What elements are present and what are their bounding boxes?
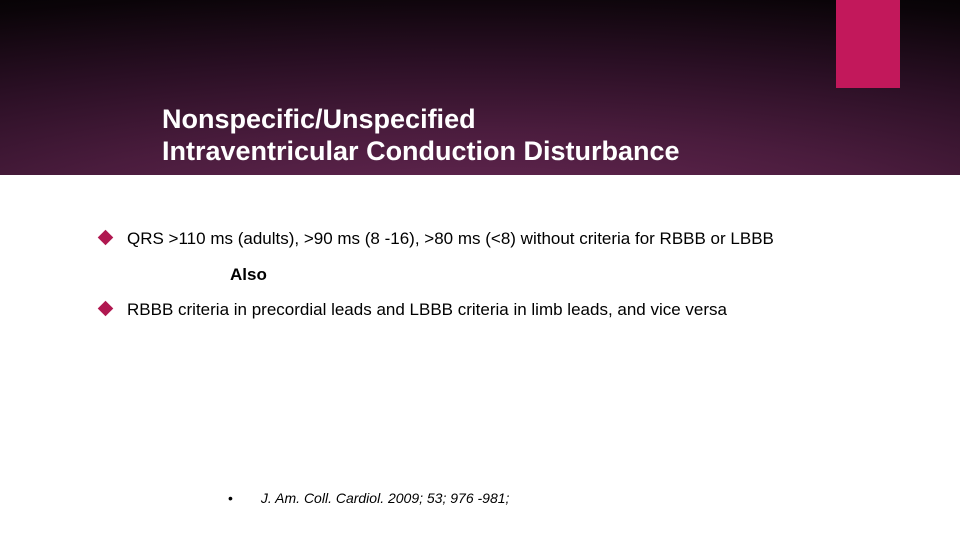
bullet-item: QRS >110 ms (adults), >90 ms (8 -16), >8… (100, 228, 900, 251)
title-line-2: Intraventricular Conduction Disturbance (162, 136, 680, 168)
bullet-text: QRS >110 ms (adults), >90 ms (8 -16), >8… (127, 228, 774, 251)
diamond-bullet-icon (98, 230, 114, 246)
also-label: Also (230, 265, 900, 285)
slide-title: Nonspecific/Unspecified Intraventricular… (162, 104, 680, 168)
citation: • J. Am. Coll. Cardiol. 2009; 53; 976 -9… (228, 490, 509, 506)
slide: Nonspecific/Unspecified Intraventricular… (0, 0, 960, 540)
bullet-item: RBBB criteria in precordial leads and LB… (100, 299, 900, 322)
dot-bullet-icon: • (228, 490, 233, 506)
citation-text: J. Am. Coll. Cardiol. 2009; 53; 976 -981… (261, 490, 510, 506)
content-area: QRS >110 ms (adults), >90 ms (8 -16), >8… (100, 228, 900, 328)
title-line-1: Nonspecific/Unspecified (162, 104, 680, 136)
accent-tab (836, 0, 900, 88)
diamond-bullet-icon (98, 301, 114, 317)
bullet-text: RBBB criteria in precordial leads and LB… (127, 299, 727, 322)
